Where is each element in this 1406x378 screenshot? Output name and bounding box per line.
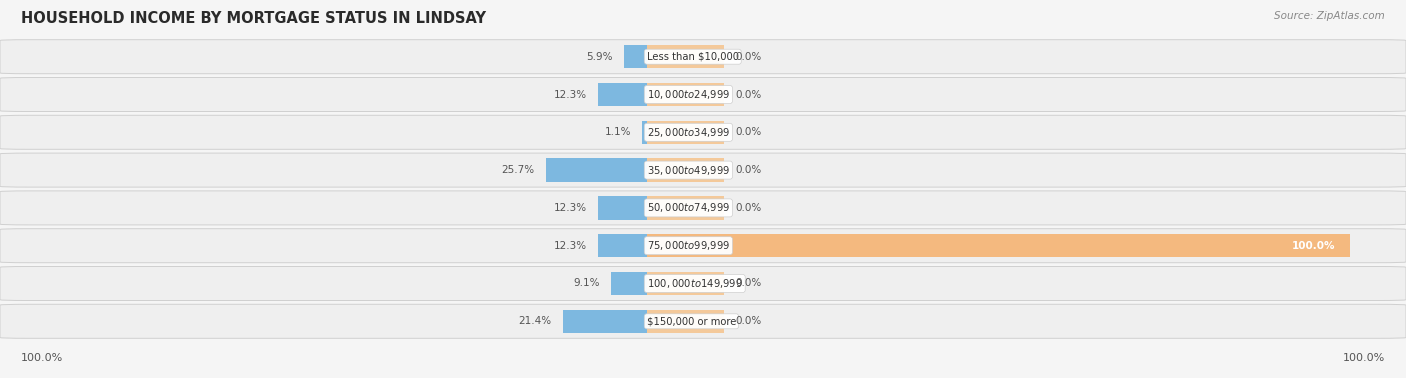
Text: 100.0%: 100.0% bbox=[21, 353, 63, 363]
Text: 21.4%: 21.4% bbox=[519, 316, 551, 326]
Bar bbox=[647, 83, 724, 106]
FancyBboxPatch shape bbox=[0, 191, 1406, 225]
Bar bbox=[643, 121, 647, 144]
Text: $35,000 to $49,999: $35,000 to $49,999 bbox=[647, 164, 730, 177]
Text: 12.3%: 12.3% bbox=[554, 241, 588, 251]
Text: 5.9%: 5.9% bbox=[586, 52, 612, 62]
Text: $75,000 to $99,999: $75,000 to $99,999 bbox=[647, 239, 730, 252]
FancyBboxPatch shape bbox=[0, 229, 1406, 263]
Text: 25.7%: 25.7% bbox=[501, 165, 534, 175]
Text: 9.1%: 9.1% bbox=[574, 279, 600, 288]
Bar bbox=[612, 272, 647, 295]
Bar bbox=[647, 45, 724, 68]
Text: 0.0%: 0.0% bbox=[735, 279, 762, 288]
Text: 0.0%: 0.0% bbox=[735, 90, 762, 99]
Text: 12.3%: 12.3% bbox=[554, 90, 588, 99]
Text: $50,000 to $74,999: $50,000 to $74,999 bbox=[647, 201, 730, 214]
Text: $25,000 to $34,999: $25,000 to $34,999 bbox=[647, 126, 730, 139]
Bar bbox=[647, 272, 724, 295]
FancyBboxPatch shape bbox=[0, 266, 1406, 301]
FancyBboxPatch shape bbox=[0, 153, 1406, 187]
Bar bbox=[623, 45, 647, 68]
Bar bbox=[647, 310, 724, 333]
Text: 0.0%: 0.0% bbox=[735, 127, 762, 137]
Text: $10,000 to $24,999: $10,000 to $24,999 bbox=[647, 88, 730, 101]
FancyBboxPatch shape bbox=[0, 40, 1406, 74]
Bar bbox=[599, 234, 647, 257]
Text: 0.0%: 0.0% bbox=[735, 165, 762, 175]
Text: $150,000 or more: $150,000 or more bbox=[647, 316, 737, 326]
FancyBboxPatch shape bbox=[0, 304, 1406, 338]
Text: 12.3%: 12.3% bbox=[554, 203, 588, 213]
Text: Source: ZipAtlas.com: Source: ZipAtlas.com bbox=[1274, 11, 1385, 21]
Bar bbox=[599, 83, 647, 106]
Text: 0.0%: 0.0% bbox=[735, 316, 762, 326]
Bar bbox=[599, 196, 647, 220]
Bar bbox=[647, 196, 724, 220]
Text: 100.0%: 100.0% bbox=[1292, 241, 1336, 251]
Text: 0.0%: 0.0% bbox=[735, 203, 762, 213]
Text: 100.0%: 100.0% bbox=[1343, 353, 1385, 363]
Text: 1.1%: 1.1% bbox=[605, 127, 631, 137]
Bar bbox=[546, 158, 647, 182]
Bar bbox=[562, 310, 647, 333]
Bar bbox=[647, 158, 724, 182]
Text: HOUSEHOLD INCOME BY MORTGAGE STATUS IN LINDSAY: HOUSEHOLD INCOME BY MORTGAGE STATUS IN L… bbox=[21, 11, 486, 26]
FancyBboxPatch shape bbox=[0, 115, 1406, 149]
Text: Less than $10,000: Less than $10,000 bbox=[647, 52, 738, 62]
Bar bbox=[647, 234, 1350, 257]
Bar bbox=[647, 121, 724, 144]
Text: 0.0%: 0.0% bbox=[735, 52, 762, 62]
Text: $100,000 to $149,999: $100,000 to $149,999 bbox=[647, 277, 742, 290]
FancyBboxPatch shape bbox=[0, 77, 1406, 112]
